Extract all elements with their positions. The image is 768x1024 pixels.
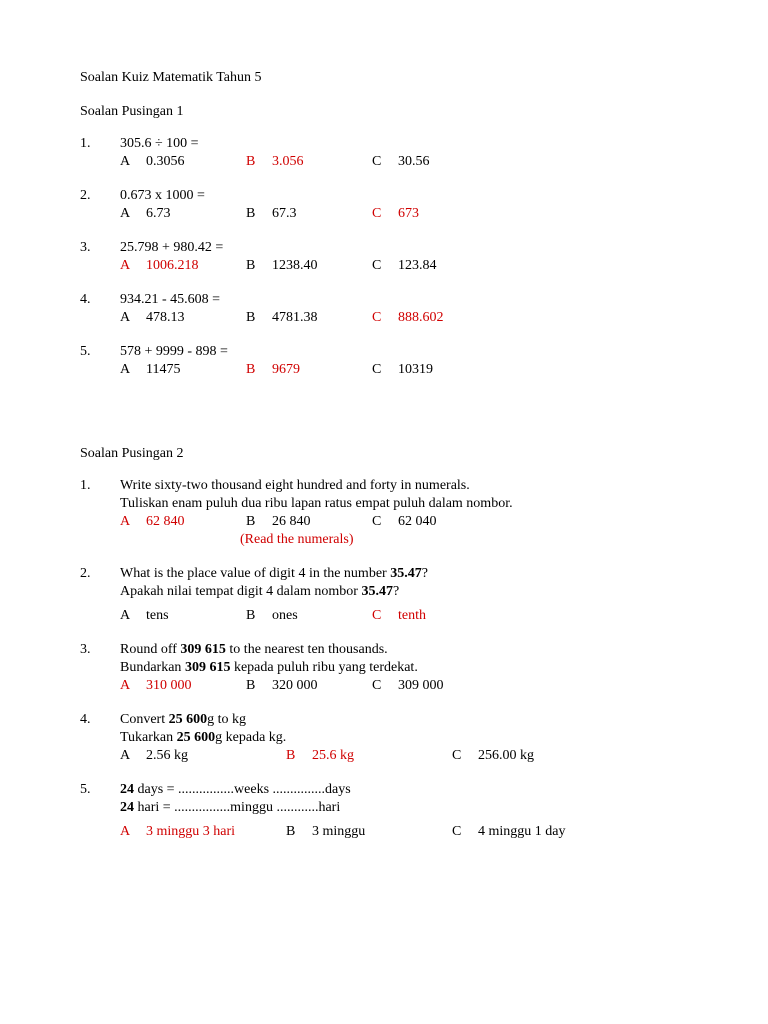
opt-a-label: A bbox=[120, 608, 146, 624]
opt-b-value: 3.056 bbox=[272, 154, 372, 170]
r2-q3: 3. Round off 309 615 to the nearest ten … bbox=[80, 642, 708, 694]
opt-b-value: 67.3 bbox=[272, 206, 372, 222]
q-stem-en: 24 days = ................weeks ........… bbox=[120, 782, 708, 798]
q-stem-ms: 24 hari = ................minggu .......… bbox=[120, 800, 708, 816]
opt-a-value: 310 000 bbox=[146, 678, 246, 694]
opt-b-label: B bbox=[286, 824, 312, 840]
opt-c-value: 309 000 bbox=[398, 678, 498, 694]
opt-a-value: 11475 bbox=[146, 362, 246, 378]
opt-c-value: 62 040 bbox=[398, 514, 498, 530]
opt-a-value: 62 840 bbox=[146, 514, 246, 530]
opt-c-value: 30.56 bbox=[398, 154, 498, 170]
opt-b-value: 4781.38 bbox=[272, 310, 372, 326]
opt-b-label: B bbox=[246, 678, 272, 694]
q-number: 2. bbox=[80, 566, 120, 624]
opt-b-value: 26 840 bbox=[272, 514, 372, 530]
opt-b-value: ones bbox=[272, 608, 372, 624]
opt-c-value: 10319 bbox=[398, 362, 498, 378]
opt-a-label: A bbox=[120, 678, 146, 694]
opt-b-value: 320 000 bbox=[272, 678, 372, 694]
opt-c-label: C bbox=[372, 514, 398, 530]
q-stem-en: Round off 309 615 to the nearest ten tho… bbox=[120, 642, 708, 658]
q-stem-en: Convert 25 600g to kg bbox=[120, 712, 708, 728]
opt-b-label: B bbox=[246, 154, 272, 170]
opt-a-label: A bbox=[120, 310, 146, 326]
q-stem-ms: Tuliskan enam puluh dua ribu lapan ratus… bbox=[120, 496, 708, 512]
opt-a-label: A bbox=[120, 154, 146, 170]
r1-q4: 4. 934.21 - 45.608 = A 478.13 B 4781.38 … bbox=[80, 292, 708, 326]
q-stem: 934.21 - 45.608 = bbox=[120, 292, 708, 308]
opt-c-value: 123.84 bbox=[398, 258, 498, 274]
q-number: 1. bbox=[80, 478, 120, 548]
opt-a-label: A bbox=[120, 824, 146, 840]
opt-b-value: 3 minggu bbox=[312, 824, 452, 840]
r1-q3: 3. 25.798 + 980.42 = A 1006.218 B 1238.4… bbox=[80, 240, 708, 274]
opt-a-value: tens bbox=[146, 608, 246, 624]
q-number: 4. bbox=[80, 712, 120, 764]
opt-c-value: tenth bbox=[398, 608, 498, 624]
opt-c-label: C bbox=[452, 748, 478, 764]
opt-c-label: C bbox=[372, 206, 398, 222]
opt-c-value: 888.602 bbox=[398, 310, 498, 326]
opt-a-label: A bbox=[120, 206, 146, 222]
q-number: 4. bbox=[80, 292, 120, 326]
q-number: 5. bbox=[80, 344, 120, 378]
q-stem-ms: Bundarkan 309 615 kepada puluh ribu yang… bbox=[120, 660, 708, 676]
r2-q5: 5. 24 days = ................weeks .....… bbox=[80, 782, 708, 840]
opt-a-label: A bbox=[120, 514, 146, 530]
q-number: 3. bbox=[80, 642, 120, 694]
doc-title: Soalan Kuiz Matematik Tahun 5 bbox=[80, 70, 708, 86]
opt-b-label: B bbox=[246, 608, 272, 624]
q-number: 2. bbox=[80, 188, 120, 222]
opt-b-label: B bbox=[286, 748, 312, 764]
q-number: 3. bbox=[80, 240, 120, 274]
r2-q1: 1. Write sixty-two thousand eight hundre… bbox=[80, 478, 708, 548]
opt-c-label: C bbox=[372, 362, 398, 378]
q-number: 1. bbox=[80, 136, 120, 170]
opt-c-label: C bbox=[452, 824, 478, 840]
opt-a-label: A bbox=[120, 748, 146, 764]
q-stem-en: What is the place value of digit 4 in th… bbox=[120, 566, 708, 582]
q-number: 5. bbox=[80, 782, 120, 840]
opt-a-label: A bbox=[120, 258, 146, 274]
opt-c-label: C bbox=[372, 608, 398, 624]
q-stem-en: Write sixty-two thousand eight hundred a… bbox=[120, 478, 708, 494]
opt-b-value: 1238.40 bbox=[272, 258, 372, 274]
opt-a-value: 2.56 kg bbox=[146, 748, 286, 764]
opt-a-value: 0.3056 bbox=[146, 154, 246, 170]
opt-c-label: C bbox=[372, 154, 398, 170]
opt-c-value: 4 minggu 1 day bbox=[478, 824, 618, 840]
q-stem: 0.673 x 1000 = bbox=[120, 188, 708, 204]
opt-b-label: B bbox=[246, 362, 272, 378]
opt-c-value: 673 bbox=[398, 206, 498, 222]
q-note: (Read the numerals) bbox=[240, 532, 708, 548]
q-stem: 578 + 9999 - 898 = bbox=[120, 344, 708, 360]
round1-heading: Soalan Pusingan 1 bbox=[80, 104, 708, 120]
opt-a-value: 1006.218 bbox=[146, 258, 246, 274]
opt-c-label: C bbox=[372, 678, 398, 694]
r2-q2: 2. What is the place value of digit 4 in… bbox=[80, 566, 708, 624]
opt-c-label: C bbox=[372, 310, 398, 326]
q-stem-ms: Tukarkan 25 600g kepada kg. bbox=[120, 730, 708, 746]
opt-b-label: B bbox=[246, 514, 272, 530]
opt-a-value: 6.73 bbox=[146, 206, 246, 222]
opt-b-label: B bbox=[246, 310, 272, 326]
opt-c-label: C bbox=[372, 258, 398, 274]
r1-q1: 1. 305.6 ÷ 100 = A 0.3056 B 3.056 C 30.5… bbox=[80, 136, 708, 170]
opt-a-label: A bbox=[120, 362, 146, 378]
opt-b-value: 9679 bbox=[272, 362, 372, 378]
opt-b-label: B bbox=[246, 258, 272, 274]
r1-q5: 5. 578 + 9999 - 898 = A 11475 B 9679 C 1… bbox=[80, 344, 708, 378]
q-stem: 25.798 + 980.42 = bbox=[120, 240, 708, 256]
opt-a-value: 478.13 bbox=[146, 310, 246, 326]
opt-c-value: 256.00 kg bbox=[478, 748, 618, 764]
opt-b-label: B bbox=[246, 206, 272, 222]
q-stem: 305.6 ÷ 100 = bbox=[120, 136, 708, 152]
r1-q2: 2. 0.673 x 1000 = A 6.73 B 67.3 C 673 bbox=[80, 188, 708, 222]
round2-heading: Soalan Pusingan 2 bbox=[80, 446, 708, 462]
r2-q4: 4. Convert 25 600g to kg Tukarkan 25 600… bbox=[80, 712, 708, 764]
q-stem-ms: Apakah nilai tempat digit 4 dalam nombor… bbox=[120, 584, 708, 600]
opt-a-value: 3 minggu 3 hari bbox=[146, 824, 286, 840]
opt-b-value: 25.6 kg bbox=[312, 748, 452, 764]
